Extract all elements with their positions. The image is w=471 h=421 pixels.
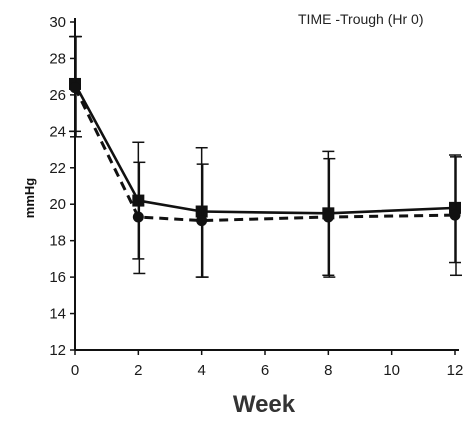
data-point-circle <box>132 211 144 223</box>
axes <box>74 18 459 351</box>
series-layer <box>69 35 462 278</box>
y-tick-label: 12 <box>49 342 66 359</box>
x-tick-label: 2 <box>134 362 142 379</box>
data-point-circle <box>196 215 208 227</box>
y-tick-label: 18 <box>49 233 66 250</box>
y-tick-label: 22 <box>49 160 66 177</box>
series-dashed <box>69 35 462 278</box>
y-tick-label: 20 <box>49 196 66 213</box>
y-tick-label: 14 <box>49 306 66 323</box>
y-tick-label: 30 <box>49 14 66 31</box>
y-tick-label: 28 <box>49 50 66 67</box>
y-tick-label: 26 <box>49 87 66 104</box>
x-axis-label: Week <box>233 391 296 418</box>
x-tick-label: 12 <box>447 362 464 379</box>
y-tick-label: 24 <box>49 123 66 140</box>
data-point-circle <box>449 209 461 221</box>
chart-annotation: TIME -Trough (Hr 0) <box>298 11 424 27</box>
x-tick-label: 8 <box>324 362 332 379</box>
data-point-square <box>132 194 145 207</box>
x-tick-label: 10 <box>383 362 400 379</box>
series-line <box>73 83 456 215</box>
x-tick-label: 0 <box>71 362 79 379</box>
series-solid <box>69 35 461 278</box>
y-tick-label: 16 <box>49 269 66 286</box>
data-point-circle <box>69 82 81 94</box>
data-point-square <box>195 205 208 218</box>
y-axis-label: mmHg <box>22 178 37 219</box>
series-line <box>73 86 456 223</box>
data-point-circle <box>322 211 334 223</box>
x-tick-label: 6 <box>261 362 269 379</box>
x-tick-label: 4 <box>197 362 205 379</box>
